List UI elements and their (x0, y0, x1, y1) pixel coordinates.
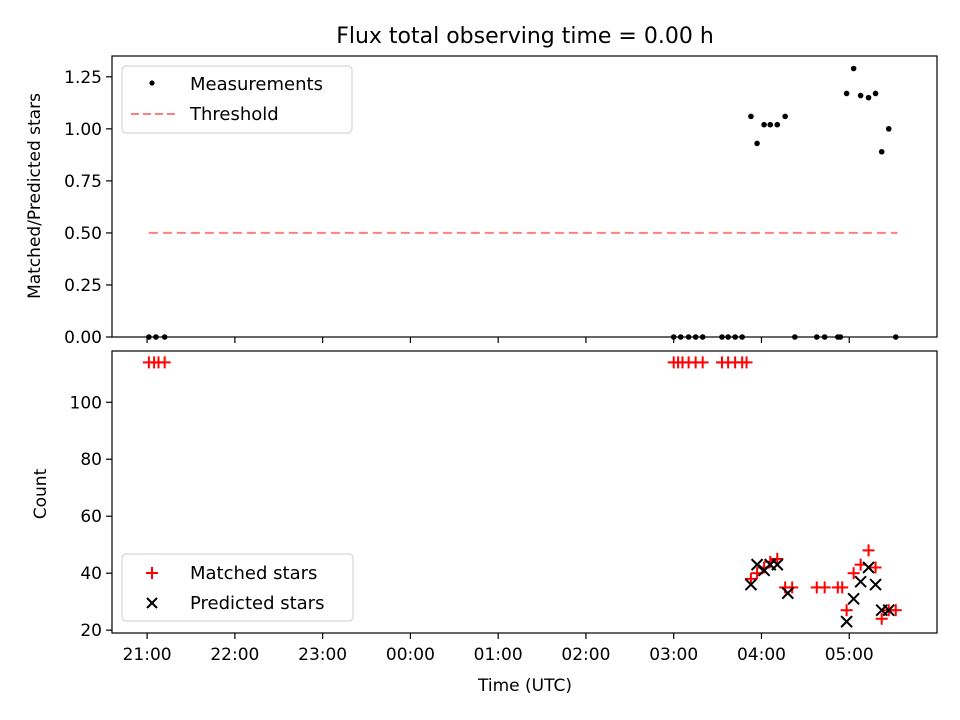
measurement-point (782, 113, 788, 120)
measurement-point (885, 126, 892, 132)
measurement-point (850, 65, 857, 72)
measurement-point (843, 90, 850, 97)
x-tick-label: 05:00 (825, 645, 874, 665)
predicted-star-point (771, 558, 784, 571)
measurement-point (767, 121, 774, 128)
top-legend-box (121, 65, 353, 134)
x-axis-label: Time (UTC) (477, 676, 572, 696)
x-tick-label: 00:00 (386, 645, 435, 665)
bottom-legend-box (121, 553, 354, 622)
y-tick-label: 60 (80, 507, 102, 527)
matched-star-point (889, 604, 902, 617)
top-y-ticks: 0.00 0.25 0.50 0.75 1.00 1.25 (64, 68, 112, 348)
bottom-legend: Matched stars Predicted stars (121, 553, 354, 622)
measurement-point (878, 148, 885, 155)
legend-threshold-label: Threshold (189, 104, 279, 125)
measurement-point (748, 113, 754, 120)
x-tick-label: 21:00 (123, 645, 172, 665)
measurement-point (754, 140, 760, 147)
measurement-point (761, 121, 767, 128)
top-y-axis-label: Matched/Predicted stars (25, 93, 45, 299)
top-legend: Measurements Threshold (121, 65, 353, 134)
predicted-star-point (854, 575, 867, 588)
matched-star-point (696, 356, 709, 369)
bottom-y-axis-label: Count (31, 468, 51, 519)
x-tick-label: 22:00 (210, 645, 259, 665)
measurement-point (857, 92, 864, 99)
y-tick-label: 1.00 (64, 120, 102, 140)
matched-star-point (158, 356, 171, 369)
matched-star-point (771, 552, 784, 565)
matched-star-point (875, 612, 888, 625)
matched-star-point (740, 356, 753, 369)
y-tick-label: 1.25 (64, 68, 102, 88)
legend-measurements-marker (149, 80, 155, 86)
bottom-axes-frame (111, 350, 938, 634)
predicted-star-point (781, 586, 795, 600)
x-tick-label: 04:00 (737, 645, 786, 665)
top-x-ticks (146, 337, 850, 343)
legend-matched-marker (146, 567, 158, 579)
matched-star-point (847, 567, 860, 580)
x-tick-label: 03:00 (649, 645, 698, 665)
predicted-star-point (869, 578, 882, 591)
legend-measurements-label: Measurements (190, 74, 323, 95)
x-tick-label: 23:00 (298, 645, 347, 665)
predicted-star-point (840, 615, 853, 628)
matched-star-point (869, 561, 882, 574)
top-plot-panel: Flux total observing time = 0.00 h Match… (25, 24, 938, 348)
y-tick-label: 0.75 (64, 172, 102, 192)
bottom-y-ticks: 20 40 60 80 100 (70, 393, 112, 641)
legend-predicted-marker (146, 597, 158, 609)
top-axes-frame (111, 55, 938, 338)
chart-title: Flux total observing time = 0.00 h (336, 24, 714, 49)
y-tick-label: 0.25 (64, 276, 102, 296)
legend-predicted-label: Predicted stars (190, 593, 324, 614)
x-tick-label: 01:00 (474, 645, 523, 665)
bottom-x-ticks: 21:00 22:00 23:00 00:00 01:00 02:00 03:00 04:00… (123, 633, 874, 665)
predicted-star-point (882, 604, 895, 617)
matched-star-point (862, 544, 875, 557)
measurement-point (872, 90, 879, 97)
y-tick-label: 20 (80, 621, 102, 641)
y-tick-label: 100 (70, 393, 102, 413)
legend-matched-label: Matched stars (190, 563, 317, 584)
matched-star-point (818, 581, 831, 594)
x-tick-label: 02:00 (561, 645, 610, 665)
matched-star-point (836, 581, 849, 594)
y-tick-label: 0.00 (64, 328, 102, 348)
measurement-point (774, 121, 781, 128)
bottom-series-layer (142, 356, 902, 628)
predicted-star-point (744, 578, 758, 591)
measurement-point (865, 94, 872, 101)
matched-star-point (744, 572, 757, 585)
predicted-star-point (847, 592, 860, 606)
predicted-star-point (862, 561, 875, 574)
y-tick-label: 0.50 (64, 224, 102, 244)
y-tick-label: 40 (80, 564, 102, 584)
y-tick-label: 80 (80, 450, 102, 470)
matched-star-point (840, 604, 853, 617)
